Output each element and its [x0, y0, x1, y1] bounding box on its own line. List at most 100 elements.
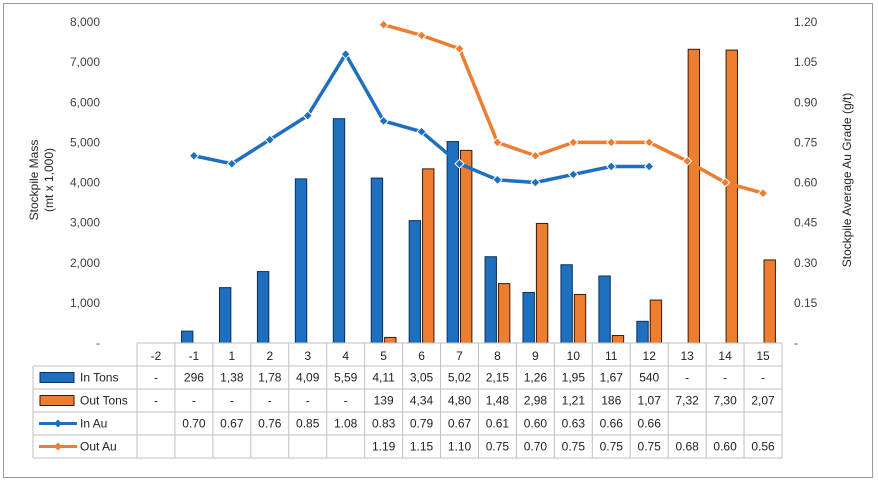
bar-in-tons — [256, 271, 270, 344]
data-label: 1.08 — [334, 417, 358, 431]
data-label: 296 — [184, 371, 204, 385]
bar-out-tons — [422, 168, 435, 344]
bars — [181, 48, 776, 344]
data-label: - — [154, 371, 158, 385]
x-tick-label: 9 — [532, 349, 539, 363]
bar-out-tons — [573, 293, 587, 344]
x-tick-label: -1 — [189, 349, 200, 363]
axes: - 1,000 2,000 3,000 4,000 5,000 6,000 7,000 8,00… — [70, 15, 818, 350]
data-label: 0.70 — [182, 417, 206, 431]
line-in-au — [192, 52, 651, 185]
y2-tick-label: 0.15 — [794, 296, 818, 310]
x-tick-label: 4 — [342, 349, 349, 363]
y-tick-label: 5,000 — [70, 135, 100, 149]
data-label: 4,34 — [410, 394, 434, 408]
legend-label: In Tons — [80, 371, 118, 385]
data-label: 1,26 — [524, 371, 548, 385]
legend-label: In Au — [80, 417, 107, 431]
point-in-au — [416, 126, 427, 137]
point-out-au — [454, 43, 465, 54]
chart-frame — [3, 3, 873, 478]
data-label: 1.10 — [448, 440, 472, 454]
data-label: - — [154, 394, 158, 408]
bar-in-tons — [522, 291, 535, 344]
data-label: 0.85 — [296, 417, 320, 431]
y-axis-title-line1: Stockpile Mass — [27, 140, 41, 221]
data-label: 2,98 — [524, 394, 548, 408]
data-label: 1,48 — [486, 394, 510, 408]
point-out-au — [719, 177, 731, 188]
data-label: 1,67 — [600, 371, 624, 385]
y-tick-label: 4,000 — [70, 176, 100, 190]
data-label: 186 — [601, 394, 621, 408]
point-in-au — [340, 48, 351, 60]
data-label: 1,95 — [562, 371, 586, 385]
y-tick-label: 6,000 — [70, 95, 100, 109]
data-label: - — [685, 371, 689, 385]
legend-key-in-tons — [39, 372, 75, 383]
data-label: 0.75 — [562, 440, 586, 454]
data-label: 2,07 — [751, 394, 775, 408]
y2-axis-title: Stockpile Average Au Grade (g/t) — [840, 93, 854, 268]
x-tick-label: 10 — [567, 349, 581, 363]
data-label: 0.79 — [410, 417, 434, 431]
point-out-au — [530, 150, 541, 161]
x-tick-label: 1 — [229, 349, 236, 363]
data-label: 5,59 — [334, 371, 358, 385]
bar-in-tons — [370, 177, 384, 344]
bar-in-tons — [598, 275, 611, 344]
point-out-au — [492, 137, 503, 148]
data-label: 1.19 — [372, 440, 396, 454]
data-label: 0.83 — [372, 417, 396, 431]
legend-key-out-tons — [39, 395, 75, 406]
data-label: 7,30 — [713, 394, 737, 408]
y2-tick-label: 0.90 — [794, 95, 818, 109]
x-tick-label: 15 — [756, 349, 770, 363]
lines — [188, 19, 769, 199]
point-out-au — [757, 187, 769, 199]
bar-in-tons — [332, 118, 346, 344]
data-label: 540 — [639, 371, 659, 385]
data-label: 0.60 — [524, 417, 548, 431]
bar-out-tons — [763, 259, 776, 344]
point-out-au — [606, 137, 617, 148]
y-tick-label: 7,000 — [70, 55, 100, 69]
data-label: 0.60 — [713, 440, 737, 454]
data-label: 1.15 — [410, 440, 434, 454]
data-label: 0.66 — [638, 417, 662, 431]
data-label: - — [268, 394, 272, 408]
x-tick-label: 2 — [266, 349, 273, 363]
point-in-au — [302, 110, 313, 121]
point-in-au — [264, 134, 276, 145]
y-tick-label: - — [96, 336, 100, 350]
data-label: 0.56 — [751, 440, 775, 454]
data-label: 0.61 — [486, 417, 510, 431]
data-label: 4,11 — [372, 371, 395, 385]
data-label: 0.67 — [448, 417, 472, 431]
data-label: 0.63 — [562, 417, 586, 431]
bar-in-tons — [446, 141, 459, 344]
data-label: - — [344, 394, 348, 408]
bar-out-tons — [611, 335, 625, 344]
y2-tick-label: 0.30 — [794, 256, 818, 270]
bar-in-tons — [408, 220, 422, 344]
point-out-au — [568, 137, 579, 148]
x-tick-label: 5 — [380, 349, 387, 363]
y2-tick-label: 0.45 — [794, 216, 818, 230]
data-label: 0.75 — [600, 440, 624, 454]
y-axis-title-line2: (mt x 1,000) — [42, 148, 56, 212]
point-in-au — [378, 115, 389, 127]
data-label: - — [723, 371, 727, 385]
y2-tick-label: 1.20 — [794, 15, 818, 29]
data-label: 139 — [374, 394, 394, 408]
data-label: 5,02 — [448, 371, 472, 385]
point-out-au — [643, 137, 655, 148]
y-tick-label: 3,000 — [70, 216, 100, 230]
bar-out-tons — [460, 149, 473, 344]
bar-in-tons — [636, 320, 649, 344]
data-label: 0.68 — [675, 440, 699, 454]
point-in-au — [568, 169, 579, 180]
data-label: - — [192, 394, 196, 408]
bar-out-tons — [535, 222, 549, 344]
point-in-au — [530, 177, 541, 188]
